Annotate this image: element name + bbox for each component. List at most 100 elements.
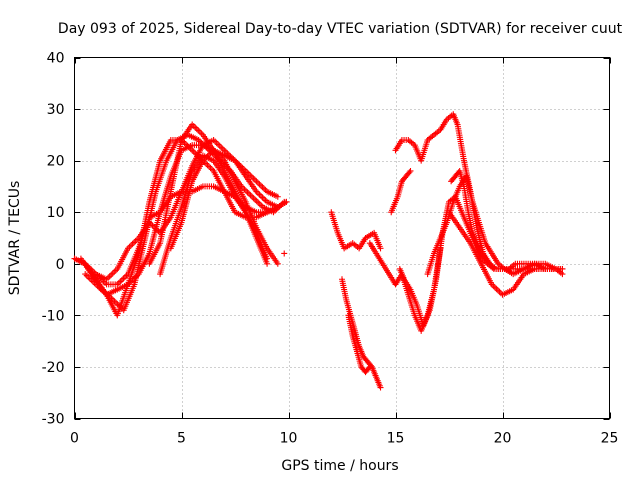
data-point <box>117 278 124 285</box>
x-tick-label: 25 <box>601 431 619 447</box>
data-point <box>254 179 261 186</box>
series-track-q <box>424 173 566 278</box>
data-point <box>406 169 413 176</box>
data-point <box>281 198 288 205</box>
data-point <box>132 274 139 281</box>
data-point <box>553 265 559 272</box>
data-point <box>256 191 263 198</box>
data-point <box>254 190 261 197</box>
data-point <box>250 175 257 182</box>
x-tick-label: 10 <box>280 431 298 447</box>
data-point <box>195 127 202 134</box>
x-tick-labels: 0 5 10 15 20 25 <box>70 431 618 447</box>
x-tick-label: 0 <box>70 431 79 447</box>
data-point <box>82 271 89 278</box>
data-point <box>111 268 118 275</box>
data-point <box>198 130 205 137</box>
data-point <box>249 193 256 200</box>
data-point <box>202 160 209 167</box>
x-axis-label: GPS time / hours <box>281 458 398 474</box>
data-point <box>257 182 264 189</box>
data-point <box>196 128 203 135</box>
data-point <box>559 265 566 272</box>
data-point <box>128 242 135 249</box>
data-point <box>247 192 254 199</box>
data-point <box>246 190 253 197</box>
data-point <box>132 237 139 244</box>
data-point <box>252 196 259 203</box>
data-point <box>253 198 260 205</box>
y-tick-label: 10 <box>47 205 65 221</box>
data-point <box>274 204 281 211</box>
data-point <box>264 260 271 267</box>
data-point <box>241 186 248 193</box>
data-point <box>261 195 268 202</box>
series-track-r <box>446 209 566 298</box>
data-point <box>243 187 250 194</box>
data-point <box>215 141 222 148</box>
gridlines <box>74 57 611 420</box>
data-point <box>274 260 281 267</box>
data-point <box>489 264 496 271</box>
data-point <box>108 271 115 278</box>
series-track-h <box>167 147 281 267</box>
data-point <box>251 176 258 183</box>
data-point <box>274 193 281 200</box>
data-point <box>193 125 200 132</box>
data-point <box>105 274 112 281</box>
x-tick-label: 15 <box>387 431 405 447</box>
chart-title: Day 093 of 2025, Sidereal Day-to-day VTE… <box>58 21 623 37</box>
y-tick-label: 20 <box>47 154 65 170</box>
series-track-n <box>388 167 414 216</box>
data-point <box>494 287 501 294</box>
data-point <box>253 178 260 185</box>
data-point <box>121 274 128 281</box>
data-point <box>109 270 116 277</box>
data-point <box>192 124 199 131</box>
y-tick-label: 30 <box>47 102 65 118</box>
data-point <box>131 239 138 246</box>
data-point <box>493 285 500 292</box>
data-point <box>206 163 213 170</box>
data-point <box>212 138 219 145</box>
y-tick-label: -20 <box>42 360 65 376</box>
y-tick-label: -30 <box>42 412 65 428</box>
data-point <box>559 271 566 278</box>
data-point <box>256 201 263 208</box>
y-axis-label: SDTVAR / TECUs <box>7 181 23 296</box>
data-point <box>257 193 264 200</box>
data-point <box>218 144 225 151</box>
data-point <box>491 284 498 291</box>
data-point <box>120 275 127 282</box>
data-point <box>244 189 251 196</box>
y-tick-labels: -30 -20 -10 0 10 20 30 40 <box>42 51 65 428</box>
series-track-k <box>339 276 384 391</box>
data-point <box>377 245 384 252</box>
series-track-i <box>281 250 288 257</box>
plot-frame <box>74 57 610 419</box>
data-point <box>366 363 373 370</box>
series-track-s <box>448 167 559 272</box>
data-point <box>256 181 263 188</box>
series-track-j <box>328 209 384 252</box>
y-tick-label: 40 <box>47 51 65 67</box>
data-point <box>190 148 197 155</box>
data-point <box>204 162 211 169</box>
data-point <box>377 384 384 391</box>
data-point <box>118 276 125 283</box>
y-tick-label: 0 <box>56 257 65 273</box>
series-track-l <box>345 312 373 376</box>
data-point <box>250 195 257 202</box>
data-point <box>407 167 414 174</box>
data-point <box>216 142 223 149</box>
data-point <box>134 236 141 243</box>
data-point <box>259 194 266 201</box>
x-tick-label: 20 <box>494 431 512 447</box>
data-point <box>255 199 262 206</box>
data-point <box>365 365 372 372</box>
y-tick-label: -10 <box>42 308 65 324</box>
x-tick-label: 5 <box>177 431 186 447</box>
data-point <box>259 184 266 191</box>
data-point <box>129 240 136 247</box>
